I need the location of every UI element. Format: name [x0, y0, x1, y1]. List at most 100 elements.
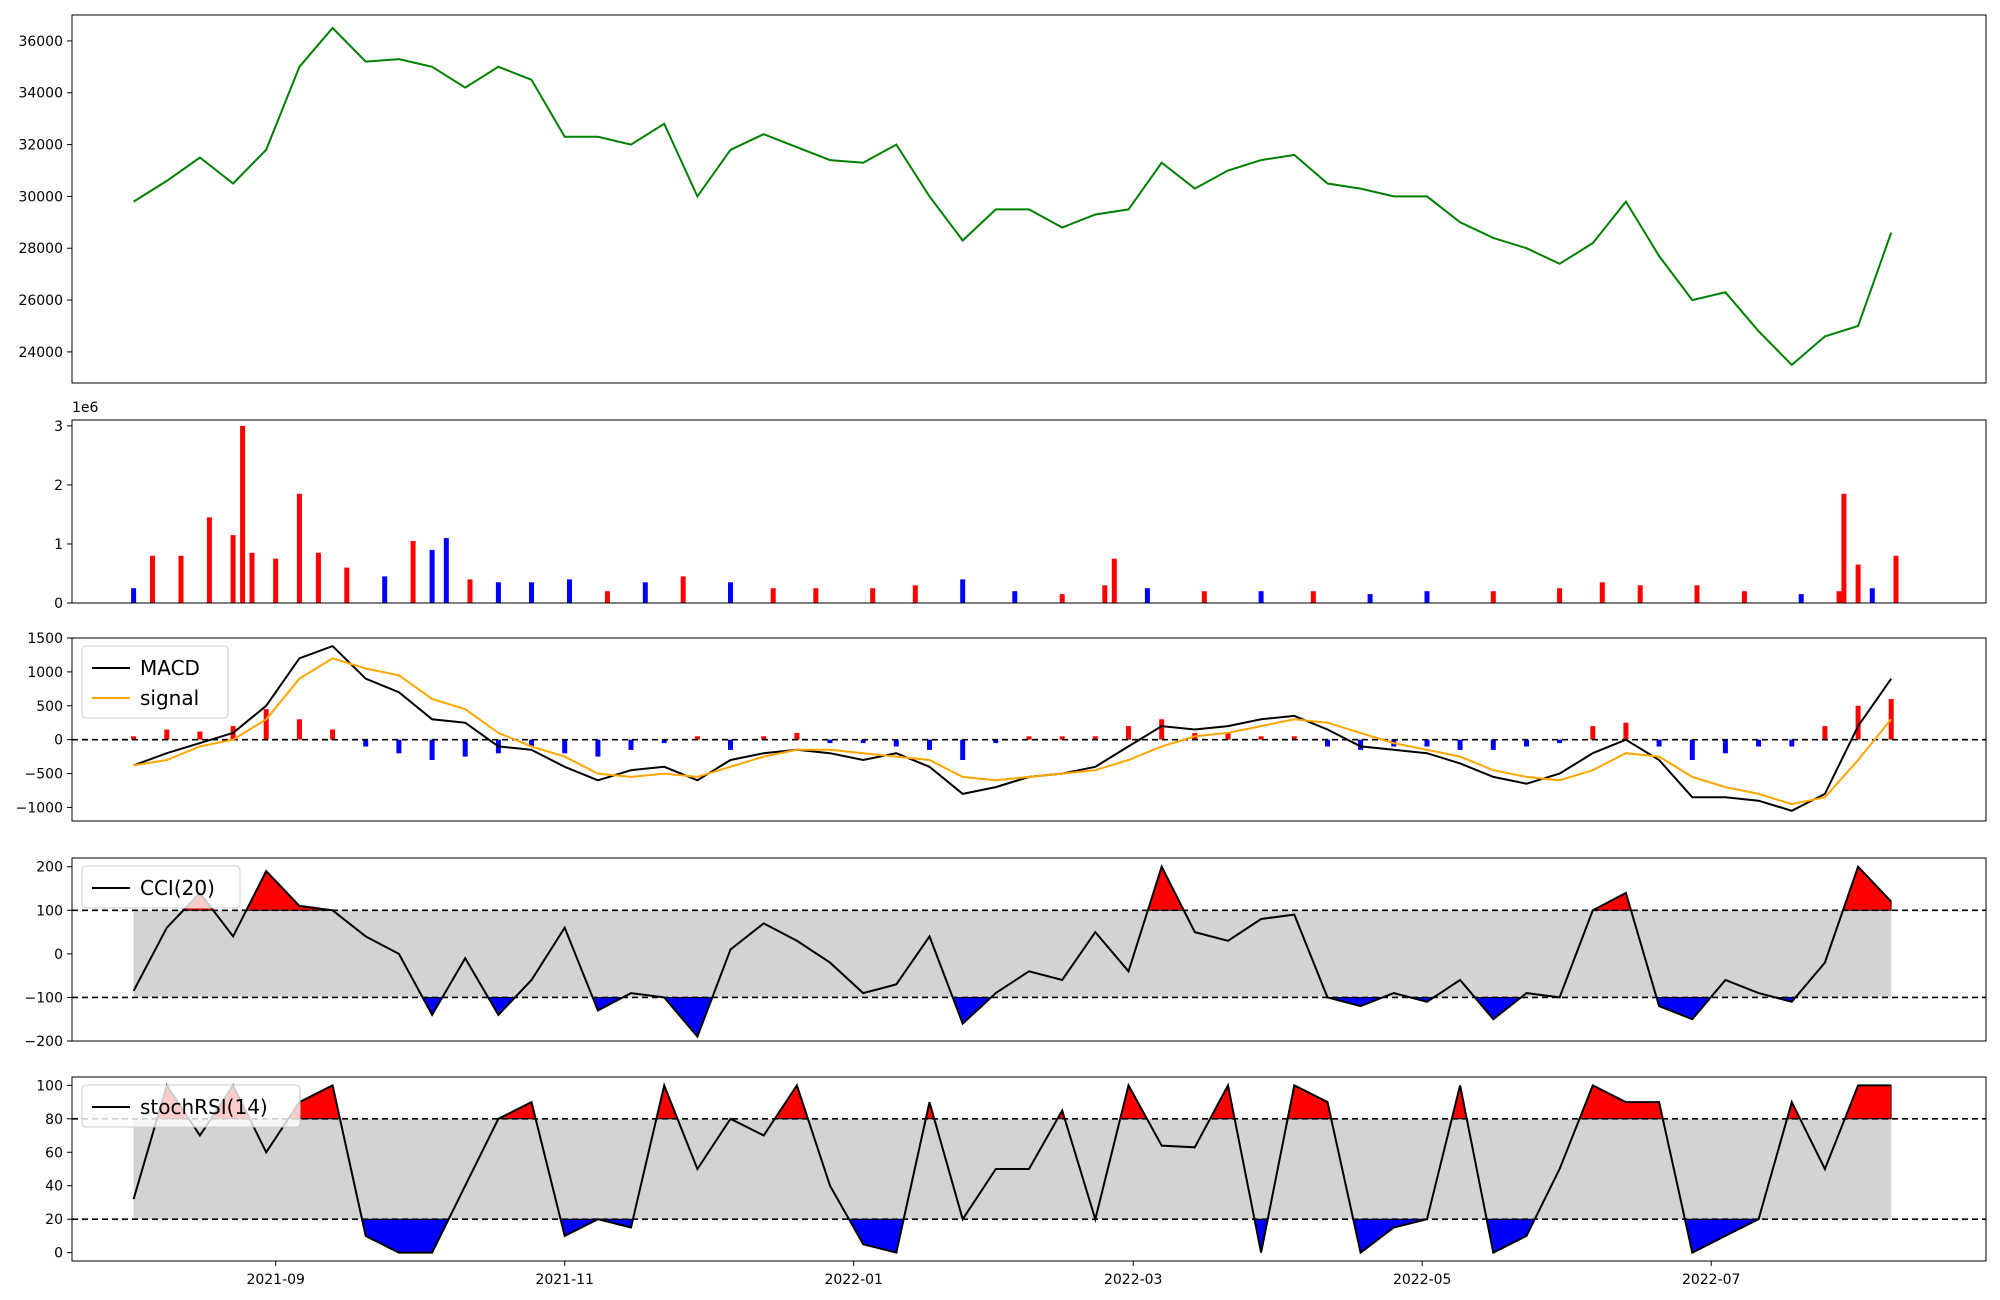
stochrsi-panel: 0 20 40 60 80 100 stochRSI(14) 2021-09 2021-11 20… — [36, 1076, 1987, 1288]
volume-bar — [1637, 585, 1643, 603]
macd-histogram-bar — [1126, 726, 1131, 740]
macd-ytick-label: 1500 — [27, 631, 63, 647]
volume-bar — [1424, 591, 1430, 603]
macd-frame — [71, 637, 1987, 822]
macd-ytick-label: 1000 — [27, 665, 63, 681]
volume-bar — [344, 567, 350, 603]
volume-bar — [1102, 585, 1108, 603]
macd-histogram-bar — [197, 731, 203, 740]
volume-bar — [1694, 585, 1700, 603]
volume-bar — [443, 538, 449, 603]
macd-histogram-bar — [296, 719, 302, 740]
macd-histogram-bar — [462, 739, 468, 757]
macd-histogram-bar — [628, 739, 634, 750]
signal-line — [133, 657, 1892, 806]
volume-bar — [1869, 588, 1875, 603]
volume-bar — [1059, 594, 1065, 603]
macd-histogram-bar — [595, 739, 601, 757]
macd-histogram-bar — [1159, 719, 1165, 740]
volume-ytick-label: 0 — [54, 596, 63, 612]
xtick-label: 2021-09 — [246, 1272, 305, 1288]
volume-bar — [770, 588, 776, 603]
volume-bar — [296, 493, 302, 603]
macd-histogram-bar — [1855, 705, 1861, 740]
macd-histogram-bar — [1457, 739, 1463, 750]
volume-bar — [960, 579, 966, 603]
macd-histogram-bar — [1026, 736, 1032, 740]
macd-histogram-bar — [164, 729, 170, 740]
volume-multiplier-label: 1e6 — [72, 400, 99, 416]
macd-histogram-bar — [794, 732, 800, 740]
price-ytick-label: 32000 — [18, 138, 63, 154]
volume-bar — [230, 535, 236, 603]
volume-bar — [642, 582, 648, 603]
cci-ytick-label: −100 — [25, 990, 63, 1006]
macd-histogram-bar — [1092, 736, 1098, 740]
macd-histogram-bar — [429, 739, 435, 760]
macd-histogram-bar — [396, 739, 402, 754]
volume-bar — [1599, 582, 1605, 603]
price-line — [133, 26, 1893, 367]
volume-bar — [567, 579, 572, 603]
price-panel: 24000 26000 28000 30000 32000 34000 36000 — [18, 14, 1987, 384]
macd-ytick-label: 0 — [54, 733, 63, 749]
cci-ytick-label: 100 — [36, 903, 63, 919]
macd-histogram-bar — [1756, 739, 1762, 747]
volume-bar — [1144, 588, 1150, 603]
macd-histogram-bar — [1524, 739, 1529, 747]
macd-panel: −1000 −500 0 500 1000 1500 MACD signal — [16, 631, 1987, 822]
volume-bar — [680, 576, 686, 603]
xtick-label: 2022-07 — [1682, 1272, 1741, 1288]
macd-histogram-bar — [661, 739, 667, 744]
volume-frame — [71, 419, 1987, 604]
volume-bar — [178, 555, 184, 603]
macd-histogram-bar — [330, 729, 336, 740]
volume-bar — [1893, 555, 1899, 603]
volume-bar — [467, 579, 473, 603]
volume-bar — [273, 558, 279, 603]
macd-ytick-label: −500 — [25, 767, 63, 783]
stochrsi-oversold-fill — [1352, 1218, 1428, 1254]
price-ytick-label: 36000 — [18, 34, 63, 50]
stochrsi-legend-box — [81, 1084, 301, 1128]
macd-histogram-bar — [1424, 739, 1430, 747]
price-frame — [71, 14, 1987, 384]
macd-histogram-bar — [131, 736, 137, 740]
stochrsi-ytick-label: 60 — [45, 1145, 63, 1161]
stochrsi-line — [132, 1082, 1892, 1255]
macd-histogram-bar — [1722, 739, 1728, 754]
macd-line — [133, 644, 1893, 812]
xtick-label: 2022-05 — [1393, 1272, 1452, 1288]
macd-histogram-bar — [1490, 739, 1496, 750]
volume-bar — [1012, 591, 1018, 603]
price-ytick-label: 26000 — [18, 293, 63, 309]
volume-bar — [813, 588, 819, 603]
volume-bar — [1855, 564, 1861, 603]
macd-histogram-bar — [1557, 739, 1563, 744]
macd-histogram-bar — [1059, 736, 1065, 740]
cci-legend-box — [81, 865, 241, 909]
price-ytick-label: 30000 — [18, 189, 63, 205]
cci-ytick-label: −200 — [25, 1034, 63, 1050]
macd-histogram-bar — [960, 739, 966, 760]
macd-histogram-bar — [1291, 736, 1297, 740]
price-ytick-label: 34000 — [18, 86, 63, 102]
stochrsi-ytick-label: 100 — [36, 1078, 63, 1094]
cci-ytick-label: 0 — [54, 947, 63, 963]
macd-histogram-bar — [1689, 739, 1695, 760]
macd-histogram-bar — [860, 739, 866, 744]
volume-bar — [912, 585, 918, 603]
volume-bar — [1490, 591, 1496, 603]
stochrsi-frame — [71, 1076, 1987, 1262]
macd-histogram-bar — [927, 739, 932, 750]
macd-histogram-bar — [529, 739, 534, 747]
macd-legend-label: signal — [140, 686, 199, 710]
cci-oversold-fill — [421, 997, 443, 1016]
stochrsi-ytick-label: 40 — [45, 1179, 63, 1195]
macd-histogram-bar — [1258, 736, 1264, 740]
volume-ytick-label: 3 — [54, 419, 63, 435]
macd-histogram-bar — [728, 739, 733, 750]
volume-bar — [1557, 588, 1563, 603]
macd-ytick-label: 500 — [36, 699, 63, 715]
volume-bar — [1367, 594, 1373, 603]
